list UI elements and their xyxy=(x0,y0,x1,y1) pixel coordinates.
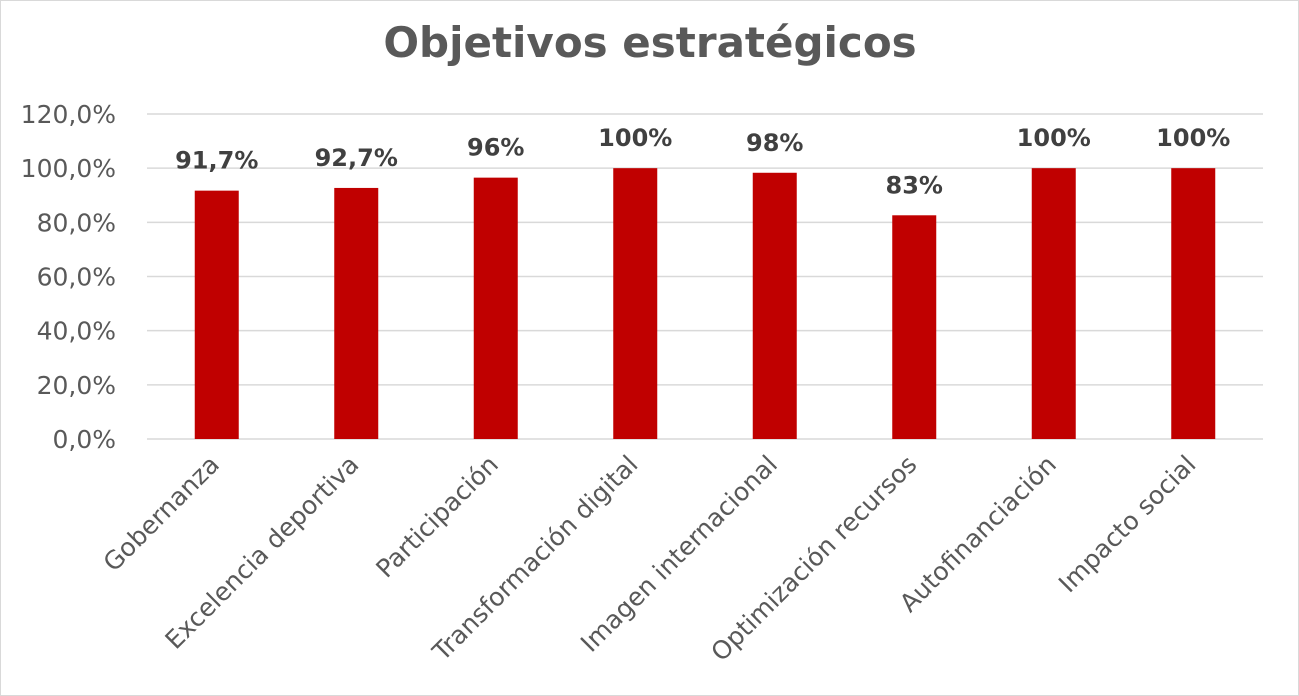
y-tick-label: 0,0% xyxy=(52,425,116,454)
bar xyxy=(334,187,379,439)
y-tick-label: 120,0% xyxy=(21,100,116,129)
x-tick-label: Autofinanciación xyxy=(894,450,1062,618)
y-axis-tick-labels: 0,0% 20,0% 40,0% 60,0% 80,0% 100,0% 120,0% xyxy=(21,100,116,454)
bar xyxy=(194,190,239,439)
y-tick-label: 60,0% xyxy=(37,263,116,292)
chart-title: Objetivos estratégicos xyxy=(383,18,916,67)
bar xyxy=(613,168,658,439)
y-tick-label: 40,0% xyxy=(37,317,116,346)
y-tick-label: 20,0% xyxy=(37,371,116,400)
data-label: 98% xyxy=(746,129,803,157)
bar xyxy=(1031,168,1076,439)
bars xyxy=(194,168,1216,440)
data-label: 91,7% xyxy=(175,147,258,175)
data-label: 100% xyxy=(598,124,672,152)
data-labels: 91,7% 92,7% 96% 100% 98% 83% 100% 100% xyxy=(175,124,1230,199)
bar xyxy=(473,177,518,440)
gridlines xyxy=(147,113,1263,440)
data-label: 100% xyxy=(1017,124,1091,152)
x-tick-label: Impacto social xyxy=(1053,450,1201,598)
y-tick-label: 80,0% xyxy=(37,208,116,237)
bar xyxy=(892,215,937,439)
data-label: 96% xyxy=(467,134,524,162)
data-label: 92,7% xyxy=(315,144,398,172)
x-tick-label: Gobernanza xyxy=(98,450,225,577)
x-tick-label: Participación xyxy=(370,450,504,584)
bar xyxy=(752,172,797,440)
data-label: 83% xyxy=(886,171,943,199)
y-tick-label: 100,0% xyxy=(21,154,116,183)
data-label: 100% xyxy=(1156,124,1230,152)
bar xyxy=(1171,168,1216,439)
